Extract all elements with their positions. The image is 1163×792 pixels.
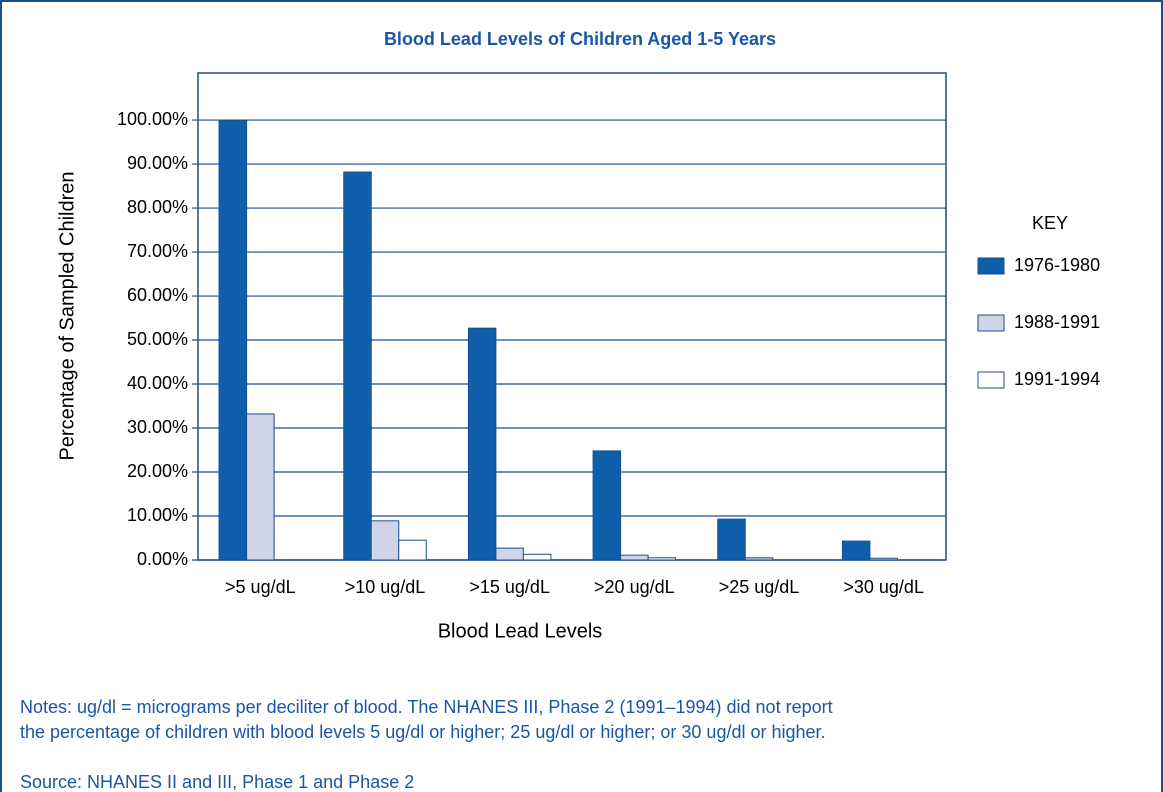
y-tick-label: 90.00% xyxy=(127,153,188,173)
bar xyxy=(495,547,524,561)
source: Source: NHANES II and III, Phase 1 and P… xyxy=(20,772,414,792)
y-tick-label: 30.00% xyxy=(127,417,188,437)
bar xyxy=(370,520,400,561)
y-tick-label: 80.00% xyxy=(127,197,188,217)
bar xyxy=(218,119,248,561)
x-tick-label: >20 ug/dL xyxy=(594,577,675,597)
bar xyxy=(343,171,372,561)
y-tick-label: 10.00% xyxy=(127,505,188,525)
bar xyxy=(717,518,746,561)
y-tick-label: 20.00% xyxy=(127,461,188,481)
legend-swatch xyxy=(977,314,1005,332)
bar xyxy=(841,540,871,561)
x-tick-label: >30 ug/dL xyxy=(843,577,924,597)
legend-title: KEY xyxy=(1032,213,1068,233)
bar xyxy=(647,557,677,561)
x-axis-label: Blood Lead Levels xyxy=(438,620,603,642)
plot-area xyxy=(197,72,947,561)
legend-swatch xyxy=(977,257,1005,275)
x-tick-label: >25 ug/dL xyxy=(719,577,800,597)
y-tick-label: 40.00% xyxy=(127,373,188,393)
note-line: Notes: ug/dl = micrograms per deciliter … xyxy=(20,697,833,717)
y-tick-label: 70.00% xyxy=(127,241,188,261)
bar xyxy=(467,327,497,561)
x-tick-label: >15 ug/dL xyxy=(469,577,550,597)
bar xyxy=(869,557,898,561)
y-tick-label: 0.00% xyxy=(137,549,188,569)
bar xyxy=(592,450,622,561)
bar xyxy=(620,554,649,561)
y-tick-label: 60.00% xyxy=(127,285,188,305)
x-tick-label: >5 ug/dL xyxy=(225,577,296,597)
legend-label: 1991-1994 xyxy=(1014,369,1100,389)
bar xyxy=(744,557,774,561)
y-tick-label: 100.00% xyxy=(117,109,188,129)
chart-title: Blood Lead Levels of Children Aged 1-5 Y… xyxy=(384,29,776,49)
x-tick-label: >10 ug/dL xyxy=(345,577,426,597)
bar xyxy=(398,539,427,561)
note-line: the percentage of children with blood le… xyxy=(20,722,826,742)
y-tick-label: 50.00% xyxy=(127,329,188,349)
legend-label: 1988-1991 xyxy=(1014,312,1100,332)
bar xyxy=(246,413,275,561)
legend-label: 1976-1980 xyxy=(1014,255,1100,275)
y-axis-label: Percentage of Sampled Children xyxy=(56,171,78,460)
legend-swatch xyxy=(977,371,1005,389)
bar xyxy=(522,553,552,561)
